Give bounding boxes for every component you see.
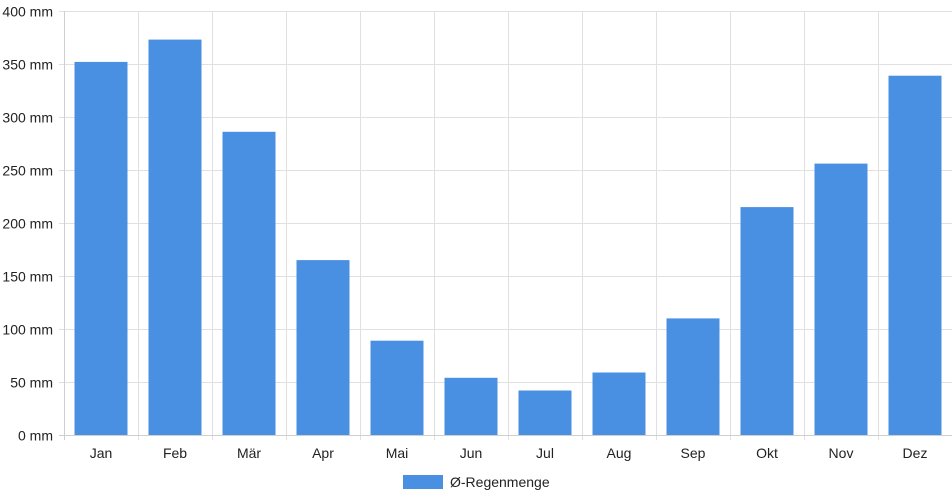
x-tick-label: Mai [386,445,409,461]
x-tick-label: Mär [237,445,261,461]
bars [74,39,942,436]
x-tick-label: Aug [607,445,632,461]
y-tick-label: 350 mm [2,57,53,73]
bar-feb[interactable] [148,39,202,435]
y-axis-labels: 0 mm 50 mm 100 mm 150 mm 200 mm 250 mm 300 mm 3… [2,4,53,444]
x-tick-label: Okt [756,445,778,461]
y-tick-label: 200 mm [2,216,53,232]
legend[interactable]: Ø-Regenmenge [403,474,550,490]
x-tick-label: Sep [681,445,706,461]
legend-label: Ø-Regenmenge [450,474,550,490]
grid [59,11,952,440]
x-tick-label: Feb [163,445,187,461]
bar-apr[interactable] [296,260,350,435]
x-tick-label: Jun [460,445,483,461]
bar-jul[interactable] [518,390,572,436]
x-tick-label: Dez [903,445,928,461]
bar-jun[interactable] [444,377,498,435]
bar-jan[interactable] [74,61,128,436]
y-tick-label: 50 mm [10,375,53,391]
y-tick-label: 400 mm [2,4,53,20]
y-tick-label: 300 mm [2,110,53,126]
bar-mai[interactable] [370,340,424,435]
bar-nov[interactable] [814,163,868,435]
x-tick-label: Apr [312,445,334,461]
x-tick-label: Jan [90,445,113,461]
legend-swatch [403,475,443,489]
y-tick-label: 0 mm [18,428,53,444]
y-tick-label: 100 mm [2,322,53,338]
bar-okt[interactable] [740,207,794,435]
x-tick-label: Nov [829,445,854,461]
y-tick-label: 150 mm [2,269,53,285]
y-tick-label: 250 mm [2,163,53,179]
bar-aug[interactable] [592,372,646,436]
bar-sep[interactable] [666,318,720,435]
bar-mär[interactable] [222,131,276,436]
bar-dez[interactable] [888,75,942,435]
x-axis-labels: Jan Feb Mär Apr Mai Jun Jul Aug Sep Okt Nov Dez [90,445,928,461]
axes [59,11,952,440]
x-tick-label: Jul [536,445,554,461]
